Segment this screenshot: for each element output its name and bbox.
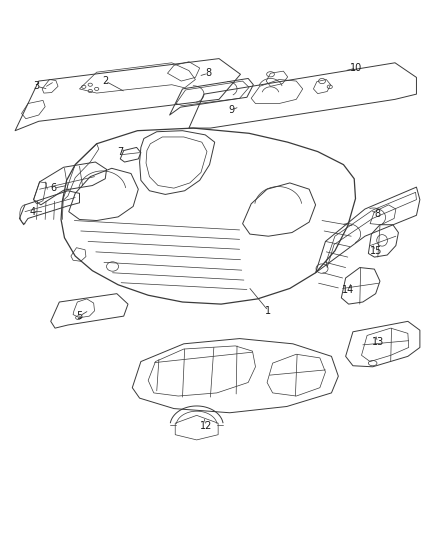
Text: 1: 1 [265,306,272,316]
Text: 8: 8 [205,68,211,78]
Text: 7: 7 [117,147,124,157]
Text: 2: 2 [102,76,108,86]
Text: 3: 3 [34,82,39,91]
Text: 10: 10 [350,63,363,73]
Text: 13: 13 [372,337,384,347]
Text: 4: 4 [29,207,35,216]
Text: 8: 8 [375,209,381,219]
Text: 15: 15 [370,246,382,256]
Text: 14: 14 [342,285,354,295]
Text: 9: 9 [229,105,235,115]
Text: 5: 5 [76,311,83,321]
Text: 6: 6 [51,183,57,193]
Text: 12: 12 [200,421,212,431]
